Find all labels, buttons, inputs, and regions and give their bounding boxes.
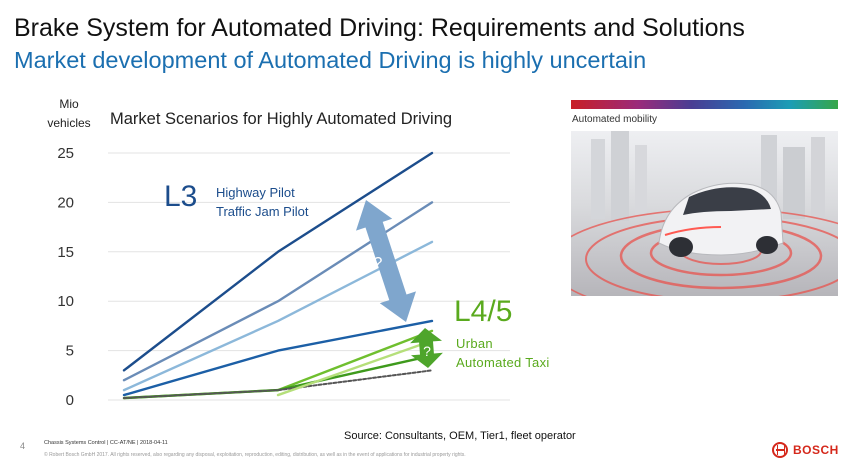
l45-uncertainty-arrow xyxy=(410,328,443,368)
series-line-L3-4 xyxy=(122,319,434,397)
page-subtitle: Market development of Automated Driving … xyxy=(14,47,647,73)
l3-level-label: L3 xyxy=(164,180,198,213)
l3-line-traffic-jam-pilot: Traffic Jam Pilot xyxy=(216,204,309,219)
automated-mobility-image-panel: Automated mobility xyxy=(571,100,838,296)
y-tick-label-25: 25 xyxy=(57,145,74,162)
footer-info: Chassis Systems Control | CC-AT/NE | 201… xyxy=(44,440,168,446)
l3-description: Highway Pilot Traffic Jam Pilot xyxy=(216,183,308,221)
bosch-armature-icon xyxy=(772,442,788,458)
bosch-logo: BOSCH xyxy=(772,442,839,458)
y-axis-label-line1: Mio xyxy=(59,97,79,111)
y-tick-label-0: 0 xyxy=(66,392,74,409)
y-tick-label-10: 10 xyxy=(57,293,74,310)
l45-level-label: L4/5 xyxy=(454,295,513,328)
l3-line-highway-pilot: Highway Pilot xyxy=(216,185,295,200)
series-line-L45-5 xyxy=(122,329,434,400)
l45-line-urban: Urban xyxy=(456,336,493,351)
y-tick-label-15: 15 xyxy=(57,244,74,261)
autonomous-car-illustration xyxy=(571,131,838,296)
l45-line-automated-taxi: Automated Taxi xyxy=(456,355,550,370)
y-tick-label-5: 5 xyxy=(66,343,74,360)
series-line-L3-2 xyxy=(122,201,434,382)
l45-description: Urban Automated Taxi xyxy=(456,334,550,372)
bosch-color-band xyxy=(571,100,838,109)
series-line-L3-1 xyxy=(122,151,434,372)
l3-uncertainty-question-mark: ? xyxy=(374,255,383,272)
l45-uncertainty-question-mark: ? xyxy=(423,343,431,359)
image-label: Automated mobility xyxy=(571,109,838,131)
series-line-L45-8 xyxy=(276,339,434,397)
page-title: Brake System for Automated Driving: Requ… xyxy=(14,14,745,42)
bosch-wordmark: BOSCH xyxy=(793,443,839,457)
footer-copyright: © Robert Bosch GmbH 2017. All rights res… xyxy=(44,452,466,458)
l3-uncertainty-arrow xyxy=(356,200,416,322)
y-axis-label-line2: vehicles xyxy=(47,116,91,130)
chart-source-note: Source: Consultants, OEM, Tier1, fleet o… xyxy=(344,430,576,442)
series-line-L45-7 xyxy=(123,369,433,400)
page-number: 4 xyxy=(20,441,26,451)
chart-title: Market Scenarios for Highly Automated Dr… xyxy=(110,110,453,128)
y-tick-label-20: 20 xyxy=(57,194,74,211)
